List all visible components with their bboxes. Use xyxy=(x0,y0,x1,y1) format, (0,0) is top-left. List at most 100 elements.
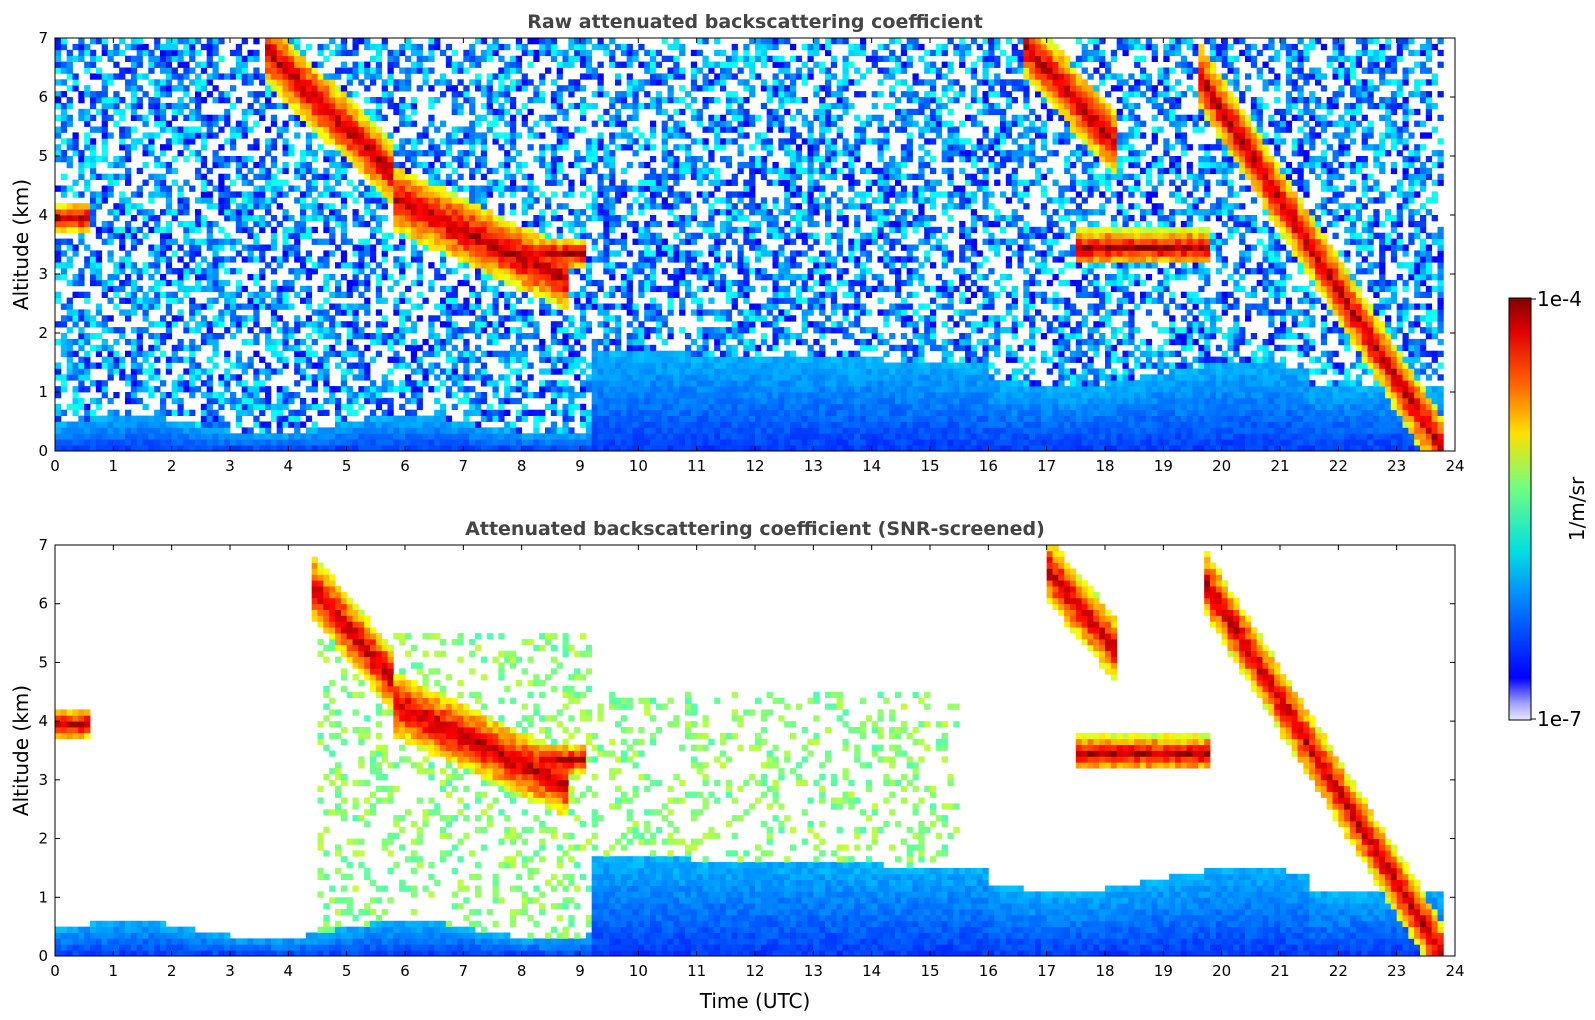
heatmap-cell xyxy=(195,268,202,275)
heatmap-cell xyxy=(142,297,149,304)
heatmap-cell xyxy=(235,250,243,257)
heatmap-cell xyxy=(381,114,388,121)
heatmap-cell xyxy=(644,262,651,269)
heatmap-cell xyxy=(615,303,622,310)
heatmap-cell xyxy=(206,368,213,375)
heatmap-cell xyxy=(206,244,213,251)
heatmap-cell xyxy=(620,232,628,239)
heatmap-cell xyxy=(259,439,266,446)
heatmap-cell xyxy=(679,97,686,104)
heatmap-cell xyxy=(650,403,657,411)
heatmap-cell xyxy=(393,126,400,133)
heatmap-cell xyxy=(568,439,575,446)
heatmap-cell xyxy=(282,244,289,251)
heatmap-cell xyxy=(457,209,464,216)
heatmap-cell xyxy=(562,173,569,180)
heatmap-cell xyxy=(533,344,540,352)
heatmap-cell xyxy=(679,309,686,316)
heatmap-cell xyxy=(247,403,254,411)
heatmap-cell xyxy=(685,285,692,293)
heatmap-cell xyxy=(224,114,231,121)
heatmap-cell xyxy=(591,409,598,416)
heatmap-cell xyxy=(311,238,318,245)
heatmap-cell xyxy=(55,392,62,399)
heatmap-cell xyxy=(545,433,552,440)
heatmap-cell xyxy=(667,185,674,192)
heatmap-cell xyxy=(591,427,598,434)
heatmap-cell xyxy=(387,197,394,204)
heatmap-cell xyxy=(212,397,219,405)
heatmap-cell xyxy=(101,132,108,139)
heatmap-cell xyxy=(183,285,190,293)
heatmap-cell xyxy=(224,268,231,275)
heatmap-cell xyxy=(370,179,377,186)
heatmap-cell xyxy=(393,49,400,57)
heatmap-cell xyxy=(451,91,458,98)
heatmap-cell xyxy=(323,191,330,198)
heatmap-cell xyxy=(434,197,441,204)
heatmap-cell xyxy=(323,368,330,375)
heatmap-cell xyxy=(294,362,301,369)
heatmap-cell xyxy=(206,386,213,393)
heatmap-cell xyxy=(282,256,289,263)
heatmap-cell xyxy=(125,226,132,234)
heatmap-cell xyxy=(177,445,184,451)
heatmap-cell xyxy=(200,156,208,163)
heatmap-cell xyxy=(55,226,62,234)
heatmap-cell xyxy=(591,439,598,446)
heatmap-cell xyxy=(224,156,231,163)
heatmap-cell xyxy=(375,439,383,446)
heatmap-cell xyxy=(410,338,418,346)
heatmap-cell xyxy=(702,421,709,428)
heatmap-cell xyxy=(702,362,709,369)
heatmap-cell xyxy=(405,262,412,269)
heatmap-cell xyxy=(597,179,604,186)
heatmap-cell xyxy=(451,220,458,228)
heatmap-cell xyxy=(200,191,208,198)
heatmap-cell xyxy=(451,321,458,328)
heatmap-cell xyxy=(480,250,488,257)
heatmap-cell xyxy=(434,203,441,210)
heatmap-cell xyxy=(463,49,470,57)
heatmap-cell xyxy=(574,238,581,245)
heatmap-cell xyxy=(235,126,243,133)
heatmap-cell xyxy=(714,250,721,257)
heatmap-cell xyxy=(66,138,73,145)
heatmap-cell xyxy=(475,427,482,434)
heatmap-cell xyxy=(702,415,709,422)
heatmap-cell xyxy=(603,203,610,210)
heatmap-cell xyxy=(130,232,138,239)
heatmap-cell xyxy=(323,238,330,245)
heatmap-cell xyxy=(515,256,523,263)
heatmap-cell xyxy=(165,49,173,57)
heatmap-cell xyxy=(533,97,540,104)
heatmap-cell xyxy=(440,161,447,169)
heatmap-cell xyxy=(55,144,62,151)
heatmap-cell xyxy=(375,185,383,192)
heatmap-cell xyxy=(515,309,523,316)
heatmap-cell xyxy=(200,97,208,104)
heatmap-cell xyxy=(352,150,359,157)
heatmap-cell xyxy=(259,297,266,304)
heatmap-cell xyxy=(463,132,470,139)
heatmap-cell xyxy=(457,226,464,234)
heatmap-cell xyxy=(340,161,348,169)
heatmap-cell xyxy=(620,356,628,363)
heatmap-cell xyxy=(486,303,493,310)
heatmap-cell xyxy=(241,303,248,310)
heatmap-cell xyxy=(550,397,558,405)
heatmap-cell xyxy=(445,238,453,245)
heatmap-cell xyxy=(603,191,610,198)
heatmap-cell xyxy=(370,356,377,363)
heatmap-cell xyxy=(212,344,219,352)
heatmap-cell xyxy=(66,144,73,151)
heatmap-cell xyxy=(568,356,575,363)
heatmap-cell xyxy=(148,297,155,304)
heatmap-cell xyxy=(305,256,313,263)
heatmap-cell xyxy=(340,38,348,45)
heatmap-cell xyxy=(375,350,383,357)
heatmap-cell xyxy=(568,38,575,45)
heatmap-cell xyxy=(311,427,318,434)
heatmap-cell xyxy=(230,179,237,186)
heatmap-cell xyxy=(195,167,202,175)
